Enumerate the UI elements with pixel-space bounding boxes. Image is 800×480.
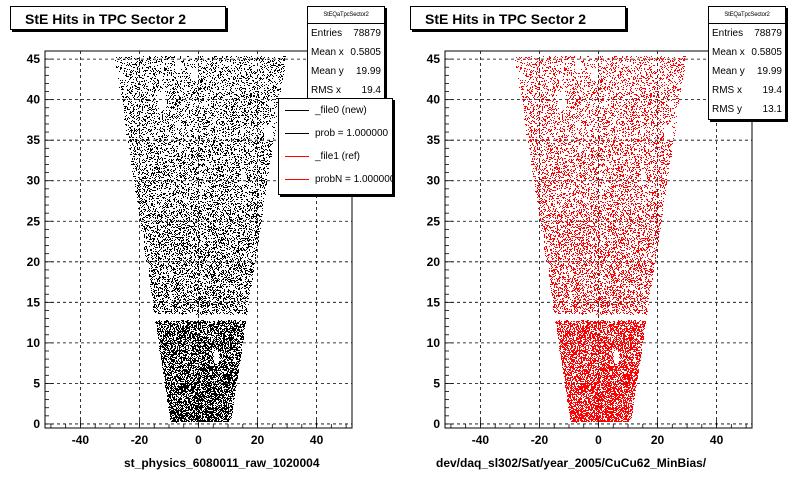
x-tick-label: 0: [195, 433, 202, 447]
left-x-axis-title: st_physics_6080011_raw_1020004: [124, 456, 320, 470]
y-tick-label: 20: [427, 255, 441, 269]
left-histogram-pad: -40 -20 0 20 40 0 5 10 15 20 25 30 35 40 45 StE Hits i…: [10, 6, 393, 470]
right-stats-title: StEQaTpcSector2: [709, 7, 785, 24]
y-tick-label: 25: [27, 214, 41, 228]
y-tick-label: 35: [27, 133, 41, 147]
legend-entry-file1: _file1 (ref): [279, 145, 392, 168]
x-tick-label: -20: [131, 433, 149, 447]
right-chart-title: StE Hits in TPC Sector 2: [410, 6, 626, 30]
x-tick-label: -20: [531, 433, 549, 447]
right-stats-rms-x: RMS x 19.4: [712, 85, 782, 96]
y-tick-label: 5: [433, 376, 440, 390]
right-scatter-plot: -40 -20 0 20 40 0 5 10 15 20 25 30 35 40 45: [427, 50, 753, 447]
left-stats-rms-x: RMS x 19.4: [311, 85, 381, 96]
y-tick-label: 45: [27, 52, 41, 66]
y-tick-label: 40: [427, 93, 441, 107]
x-tick-label: 20: [651, 433, 665, 447]
hit-point-cloud: [115, 56, 286, 423]
y-tick-label: 0: [433, 417, 440, 431]
right-stats-entries: Entries 78879: [712, 28, 782, 39]
y-tick-label: 10: [427, 336, 441, 350]
x-tick-label: 0: [595, 433, 602, 447]
left-stats-mean-x: Mean x 0.5805: [311, 47, 381, 58]
right-stats-mean-x: Mean x 0.5805: [712, 47, 782, 58]
hit-point-cloud: [515, 56, 686, 423]
y-tick-label: 0: [33, 417, 40, 431]
y-tick-label: 10: [27, 336, 41, 350]
right-stats-rms-y: RMS y 13.1: [712, 104, 782, 115]
x-tick-label: -40: [72, 433, 90, 447]
left-legend: _file0 (new) prob = 1.000000 _file1 (ref…: [278, 98, 393, 195]
legend-entry-prob: prob = 1.000000: [279, 122, 392, 145]
x-tick-label: 40: [310, 433, 324, 447]
left-stats-entries: Entries 78879: [311, 28, 381, 39]
left-chart-title: StE Hits in TPC Sector 2: [10, 6, 226, 30]
y-tick-label: 15: [427, 295, 441, 309]
y-tick-label: 25: [427, 214, 441, 228]
legend-entry-file0: _file0 (new): [279, 99, 392, 122]
y-tick-label: 5: [33, 376, 40, 390]
right-stats-mean-y: Mean y 19.99: [712, 66, 782, 77]
x-tick-label: -40: [472, 433, 490, 447]
y-tick-label: 40: [27, 93, 41, 107]
right-stats-box: StEQaTpcSector2 Entries 78879 Mean x 0.580…: [708, 6, 786, 120]
y-tick-label: 15: [27, 295, 41, 309]
legend-entry-probn: probN = 1.000000: [279, 168, 392, 191]
hit-points: [515, 56, 686, 423]
x-tick-label: 40: [710, 433, 724, 447]
y-tick-label: 45: [427, 52, 441, 66]
y-tick-label: 30: [27, 174, 41, 188]
hit-points: [115, 56, 286, 423]
right-x-axis-title: dev/daq_sl302/Sat/year_2005/CuCu62_MinBi…: [436, 456, 707, 470]
y-tick-label: 30: [427, 174, 441, 188]
y-tick-label: 20: [27, 255, 41, 269]
left-stats-mean-y: Mean y 19.99: [311, 66, 381, 77]
x-tick-label: 20: [251, 433, 265, 447]
left-stats-box: StEQaTpcSector2 Entries 78879 Mean x 0.580…: [307, 6, 385, 101]
y-tick-label: 35: [427, 133, 441, 147]
right-histogram-pad: -40 -20 0 20 40 0 5 10 15 20 25 30 35 40 45 StE Hits i…: [400, 0, 800, 480]
left-stats-title: StEQaTpcSector2: [308, 7, 384, 24]
